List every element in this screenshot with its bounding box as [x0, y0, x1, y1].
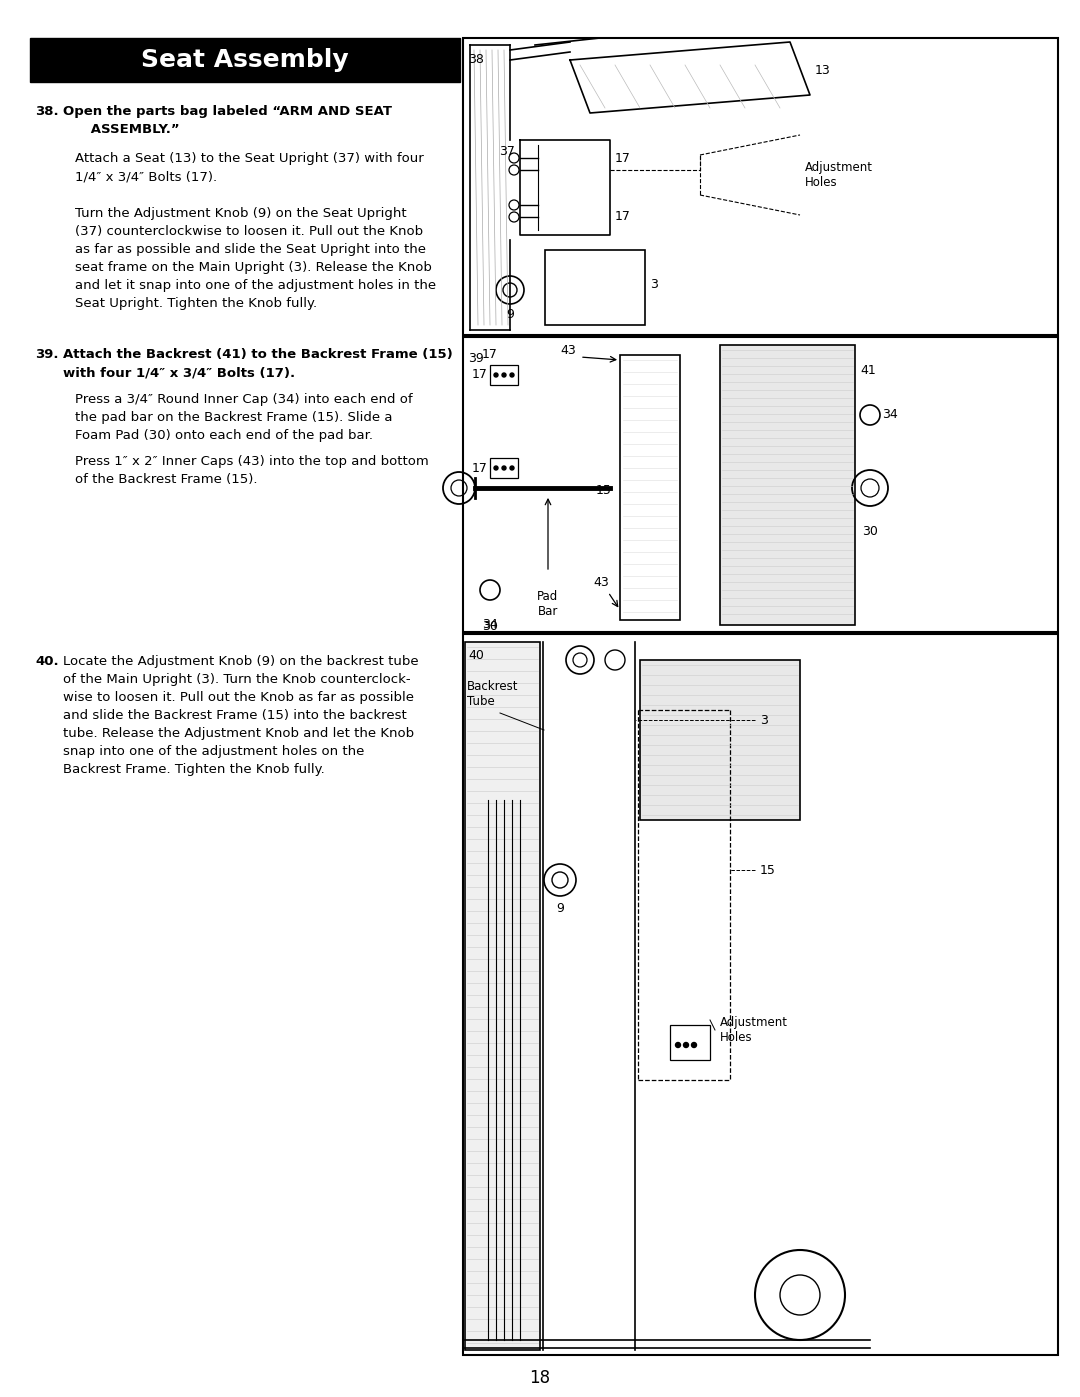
Bar	[463, 38, 1058, 335]
Text: 43: 43	[593, 576, 609, 588]
Text: 30: 30	[862, 525, 878, 538]
Bar	[620, 355, 680, 620]
Text: 39: 39	[468, 352, 484, 365]
Text: 9: 9	[556, 902, 564, 915]
Text: 18: 18	[529, 1369, 551, 1387]
Text: 3: 3	[650, 278, 658, 292]
Circle shape	[691, 1042, 697, 1048]
Circle shape	[684, 1042, 689, 1048]
Text: Press 1″ x 2″ Inner Caps (43) into the top and bottom
of the Backrest Frame (15): Press 1″ x 2″ Inner Caps (43) into the t…	[75, 455, 429, 486]
Text: 38.: 38.	[35, 105, 58, 117]
Circle shape	[675, 1042, 680, 1048]
Bar	[30, 38, 460, 82]
Text: 15: 15	[760, 863, 775, 876]
Text: 17: 17	[615, 211, 631, 224]
Bar	[640, 659, 800, 820]
Text: 17: 17	[615, 151, 631, 165]
Text: 17: 17	[472, 461, 488, 475]
Bar	[463, 634, 1058, 1355]
Bar	[720, 345, 855, 624]
Text: 34: 34	[882, 408, 897, 422]
Text: Turn the Adjustment Knob (9) on the Seat Upright
(37) counterclockwise to loosen: Turn the Adjustment Knob (9) on the Seat…	[75, 207, 436, 310]
Circle shape	[510, 373, 514, 377]
Text: 9: 9	[507, 307, 514, 321]
Text: Backrest
Tube: Backrest Tube	[467, 680, 518, 708]
Text: 40: 40	[468, 650, 484, 662]
Text: 38: 38	[468, 53, 484, 66]
Text: 41: 41	[860, 363, 876, 377]
Bar	[465, 643, 540, 1350]
Text: 17: 17	[482, 348, 498, 360]
Text: Adjustment
Holes: Adjustment Holes	[720, 1016, 788, 1044]
Text: Open the parts bag labeled “ARM AND SEAT
      ASSEMBLY.”: Open the parts bag labeled “ARM AND SEAT…	[63, 105, 392, 136]
Text: Attach a Seat (13) to the Seat Upright (37) with four
1/4″ x 3/4″ Bolts (17).: Attach a Seat (13) to the Seat Upright (…	[75, 152, 423, 183]
Text: 40.: 40.	[35, 655, 58, 668]
Circle shape	[494, 373, 498, 377]
Text: 17: 17	[472, 369, 488, 381]
Text: 34: 34	[482, 617, 498, 631]
Text: 37: 37	[499, 145, 515, 158]
Text: 30: 30	[482, 620, 498, 633]
Text: 3: 3	[760, 714, 768, 726]
Text: Adjustment
Holes: Adjustment Holes	[805, 161, 873, 189]
Bar	[463, 337, 1058, 631]
Text: Seat Assembly: Seat Assembly	[141, 47, 349, 73]
Text: Attach the Backrest (41) to the Backrest Frame (15)
with four 1/4″ x 3/4″ Bolts : Attach the Backrest (41) to the Backrest…	[63, 348, 453, 379]
Bar	[670, 1025, 710, 1060]
Text: Press a 3/4″ Round Inner Cap (34) into each end of
the pad bar on the Backrest F: Press a 3/4″ Round Inner Cap (34) into e…	[75, 393, 413, 441]
Bar	[490, 365, 518, 386]
Text: 13: 13	[815, 63, 831, 77]
Text: 15: 15	[596, 483, 612, 496]
Text: 43: 43	[561, 344, 576, 356]
Bar	[545, 250, 645, 326]
Bar	[490, 458, 518, 478]
Circle shape	[494, 467, 498, 469]
Text: 39.: 39.	[35, 348, 58, 360]
Text: Locate the Adjustment Knob (9) on the backrest tube
of the Main Upright (3). Tur: Locate the Adjustment Knob (9) on the ba…	[63, 655, 419, 775]
Circle shape	[502, 467, 507, 469]
Text: Pad
Bar: Pad Bar	[538, 590, 558, 617]
Circle shape	[502, 373, 507, 377]
Circle shape	[510, 467, 514, 469]
